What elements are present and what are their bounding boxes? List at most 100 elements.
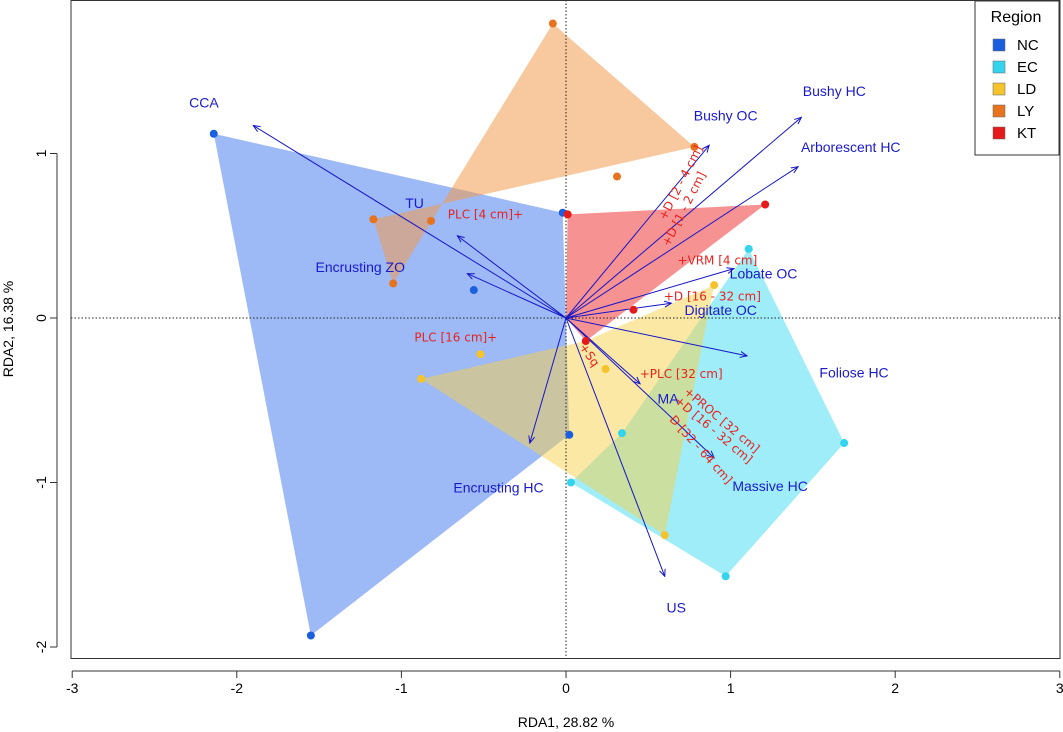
env-variable-marker: + — [664, 290, 674, 304]
site-point-kt — [629, 305, 638, 314]
legend-label-nc: NC — [1017, 37, 1039, 54]
vector-arrow — [565, 303, 671, 319]
env-variable-label: VRM [4 cm] — [687, 253, 757, 267]
legend-label-ec: EC — [1017, 59, 1038, 76]
env-variable: PLC [4 cm] + — [448, 207, 523, 221]
y-tick-label: -2 — [33, 641, 49, 654]
legend-swatch-kt — [992, 126, 1006, 140]
reference-lines — [71, 0, 1060, 659]
site-point-ld — [710, 281, 719, 290]
site-point-ec — [744, 244, 753, 253]
site-point-ec — [721, 572, 730, 581]
species-label: Bushy OC — [694, 108, 758, 124]
site-point-ld — [476, 350, 485, 359]
site-point-ld — [417, 374, 426, 383]
legend-box — [974, 0, 1060, 156]
env-variable: D [16 - 32 cm]+ — [664, 290, 761, 304]
x-tick-label: -3 — [66, 680, 79, 696]
hull-ld — [421, 285, 715, 536]
y-axis-title: RDA2, 16.38 % — [0, 281, 16, 378]
legend-swatch-nc — [992, 38, 1006, 52]
env-variable: PLC [32 cm]+ — [640, 367, 723, 381]
hull-kt — [566, 204, 766, 341]
x-tick-label: 1 — [727, 680, 735, 696]
axes: -3 -2 -1 0 1 2 3 -2 -1 0 1 — [33, 149, 1063, 696]
region-hulls — [213, 23, 845, 636]
site-point-ly — [690, 142, 699, 151]
x-axis-title: RDA1, 28.82 % — [518, 714, 615, 730]
env-variable-label: PLC [16 cm] — [414, 331, 487, 345]
species-label: TU — [405, 195, 424, 211]
legend-swatch-ld — [992, 82, 1006, 96]
species-label: US — [667, 600, 686, 616]
env-variable-label: D [16 - 32 cm] — [674, 290, 761, 304]
legend-label-kt: KT — [1017, 125, 1036, 142]
site-point-ly — [427, 216, 436, 225]
vector-arrow — [253, 126, 567, 319]
vector-arrow — [565, 167, 798, 319]
site-point-nc — [209, 129, 218, 138]
species-label: Arborescent HC — [801, 139, 901, 155]
site-point-kt — [581, 337, 590, 346]
vector-arrow — [565, 145, 709, 319]
site-point-nc — [469, 286, 478, 295]
species-label: Bushy HC — [803, 83, 866, 99]
species-label: CCA — [189, 95, 219, 111]
legend: Region NC EC LD LY KT — [974, 0, 1060, 156]
vector-arrow — [565, 317, 747, 356]
species-label: Encrusting ZO — [316, 259, 406, 275]
site-points — [209, 19, 849, 640]
x-tick-label: 0 — [562, 680, 570, 696]
site-point-ec — [566, 478, 575, 487]
vector-arrow — [457, 236, 567, 319]
site-point-ld — [660, 531, 669, 540]
site-point-ec — [617, 429, 626, 438]
plot-frame — [70, 0, 1061, 659]
x-tick-label: -2 — [231, 680, 244, 696]
env-variable-marker: + — [487, 331, 497, 345]
x-tick-label: 2 — [891, 680, 899, 696]
env-variable: VRM [4 cm]+ — [677, 253, 757, 267]
species-label: Digitate OC — [685, 302, 757, 318]
y-tick-label: 0 — [33, 314, 49, 322]
species-label: MA — [658, 391, 680, 407]
site-point-ld — [601, 364, 610, 373]
env-variable: Sq+ — [576, 341, 602, 370]
vector-arrow — [467, 274, 567, 319]
env-variable-label: PLC [4 cm] — [448, 207, 513, 221]
site-point-ly — [369, 215, 378, 224]
legend-swatch-ly — [992, 104, 1006, 118]
site-point-kt — [563, 210, 572, 219]
env-variable-label: PLC [32 cm] — [650, 367, 723, 381]
env-variable: PLC [16 cm] + — [414, 331, 497, 345]
hull-nc — [213, 133, 570, 636]
legend-swatch-ec — [992, 60, 1006, 74]
species-vectors — [253, 117, 801, 576]
species-label: Foliose HC — [819, 364, 888, 380]
y-tick-label: -1 — [33, 476, 49, 489]
env-variable-marker: + — [640, 367, 650, 381]
species-label: Encrusting HC — [453, 479, 543, 495]
vector-arrow — [565, 317, 665, 576]
legend-label-ly: LY — [1017, 103, 1034, 120]
site-point-kt — [761, 200, 770, 209]
site-point-ly — [389, 279, 398, 288]
vector-arrow — [530, 317, 567, 443]
legend-label-ld: LD — [1017, 81, 1036, 98]
species-label: Massive HC — [732, 478, 807, 494]
legend-title: Region — [991, 9, 1042, 26]
species-label: Lobate OC — [730, 266, 798, 282]
y-tick-label: 1 — [33, 149, 49, 157]
hull-ly — [373, 23, 695, 284]
vector-arrow — [565, 317, 714, 458]
site-point-ec — [840, 439, 849, 448]
env-variable-marker: + — [513, 207, 523, 221]
vector-arrow — [565, 117, 801, 319]
site-point-ly — [548, 19, 557, 28]
site-point-nc — [306, 631, 315, 640]
site-point-nc — [565, 430, 574, 439]
env-variable-marker: + — [677, 253, 687, 267]
vector-arrow — [565, 269, 734, 319]
x-tick-label: 3 — [1056, 680, 1063, 696]
